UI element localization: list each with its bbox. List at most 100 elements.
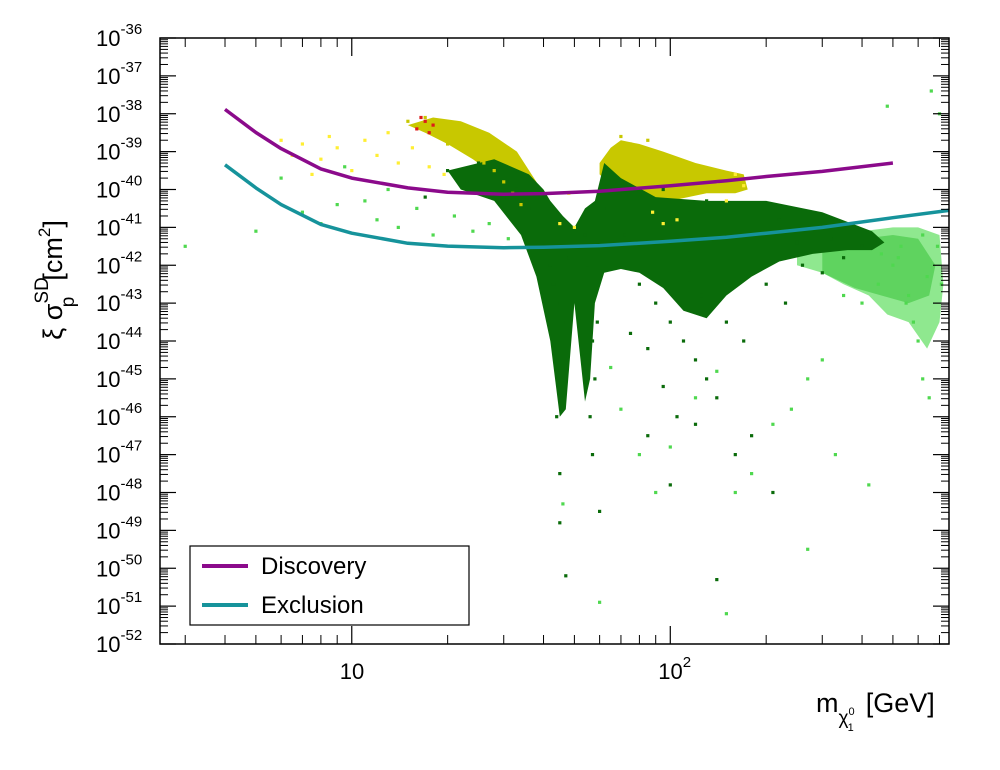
scatter-point — [319, 157, 323, 161]
y-tick-label: 10-37 — [96, 59, 142, 89]
scatter-point — [724, 612, 728, 616]
scatter-point — [628, 142, 633, 146]
scatter-point — [423, 195, 427, 199]
scatter-point — [439, 134, 443, 139]
scatter-point — [806, 547, 810, 551]
scatter-point — [907, 293, 911, 298]
scatter-point — [375, 153, 379, 157]
scatter-point — [588, 415, 592, 419]
scatter-point — [502, 195, 506, 199]
x-axis-title: mχ0 1 [GeV] — [816, 688, 935, 734]
scatter-point — [300, 210, 304, 214]
scatter-point — [637, 453, 641, 457]
scatter-point — [654, 301, 658, 305]
scatter-point — [602, 206, 606, 210]
scatter-point — [842, 256, 846, 260]
scatter-point — [598, 600, 602, 604]
scatter-point — [833, 453, 837, 457]
y-tick-label: 10-45 — [96, 362, 142, 392]
scatter-point — [693, 358, 698, 362]
scatter-point — [899, 244, 903, 248]
scatter-point — [506, 237, 510, 241]
scatter-point — [771, 490, 775, 495]
scatter-point — [558, 358, 562, 362]
y-tick-label: 10-43 — [96, 286, 142, 316]
scatter-point — [789, 407, 793, 411]
scatter-point — [904, 301, 908, 305]
scatter-point — [415, 127, 419, 131]
scatter-point — [419, 115, 423, 120]
scatter-point — [783, 301, 788, 305]
scatter-point — [279, 138, 283, 142]
density-band-3 — [599, 140, 748, 201]
series-line-discovery — [223, 107, 894, 196]
scatter-point — [668, 176, 672, 180]
legend: Discovery Exclusion — [189, 545, 470, 626]
y-axis-title: ξ σSD p [cm2] — [32, 220, 79, 340]
scatter-point — [452, 214, 456, 218]
scatter-point — [619, 407, 623, 411]
scatter-point — [502, 180, 506, 184]
scatter-point — [527, 206, 531, 210]
scatter-point — [410, 146, 414, 150]
scatter-point — [619, 134, 623, 139]
scatter-point — [750, 472, 754, 476]
scatter-point — [651, 210, 655, 214]
scatter-point — [487, 222, 491, 226]
scatter-point — [733, 490, 737, 495]
scatter-point — [561, 502, 565, 506]
legend-label-discovery: Discovery — [261, 553, 366, 580]
scatter-point — [681, 339, 686, 343]
x-tick-label: 102 — [658, 654, 691, 684]
scatter-point — [598, 509, 602, 513]
scatter-point — [637, 282, 641, 286]
scatter-point — [699, 293, 703, 298]
scatter-point — [471, 229, 475, 233]
scatter-point — [415, 206, 419, 210]
scatter-point — [548, 263, 552, 267]
scatter-point — [842, 293, 846, 298]
scatter-point — [492, 169, 496, 173]
scatter-point — [688, 271, 692, 275]
scatter-point — [396, 161, 400, 165]
scatter-point — [867, 483, 871, 487]
scatter-point — [427, 131, 431, 135]
scatter-point — [891, 263, 895, 267]
scatter-point — [925, 275, 929, 279]
y-tick-label: 10-51 — [96, 589, 142, 619]
scatter-point — [590, 339, 595, 343]
scatter-point — [590, 453, 595, 457]
x-axis-title-sub: χ — [839, 708, 849, 729]
scatter-point — [386, 131, 390, 135]
y-axis: 10-36 10-37 10-38 10-39 10-40 10-41 10-42 10-43… — [96, 21, 949, 657]
y-tick-label: 10-46 — [96, 400, 142, 430]
scatter-point — [442, 172, 446, 176]
scatter-point — [876, 282, 880, 286]
scatter-point — [327, 134, 331, 139]
scatter-point — [459, 146, 463, 150]
scatter-point — [423, 115, 427, 120]
scatter-point — [609, 365, 613, 370]
y-tick-label: 10-48 — [96, 476, 142, 506]
scatter-point — [939, 282, 943, 286]
scatter-point — [715, 396, 719, 400]
scatter-point — [929, 89, 933, 93]
scatter-point — [681, 229, 686, 233]
scatter-point — [482, 161, 486, 165]
x-axis: 10 102 — [184, 38, 940, 684]
scatter-point — [335, 203, 339, 207]
scatter-point — [619, 263, 623, 267]
y-tick-label: 10-47 — [96, 438, 142, 468]
scatter-point — [820, 271, 824, 275]
scatter-point — [651, 225, 655, 229]
scatter-point — [705, 169, 709, 173]
scatter-point — [921, 377, 925, 381]
scatter-point — [820, 358, 824, 362]
scatter-point — [646, 434, 650, 438]
scatter-point — [654, 490, 658, 495]
y-tick-label: 10-41 — [96, 210, 142, 240]
scatter-point — [646, 347, 650, 351]
scatter-point — [375, 218, 379, 222]
scatter-point — [911, 320, 915, 324]
